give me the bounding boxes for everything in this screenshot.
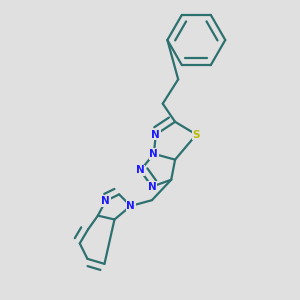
Text: N: N bbox=[152, 130, 160, 140]
Text: N: N bbox=[148, 182, 156, 192]
Text: N: N bbox=[149, 149, 158, 159]
Text: S: S bbox=[193, 130, 200, 140]
Text: N: N bbox=[136, 166, 145, 176]
Text: N: N bbox=[126, 201, 135, 211]
Text: N: N bbox=[101, 196, 110, 206]
